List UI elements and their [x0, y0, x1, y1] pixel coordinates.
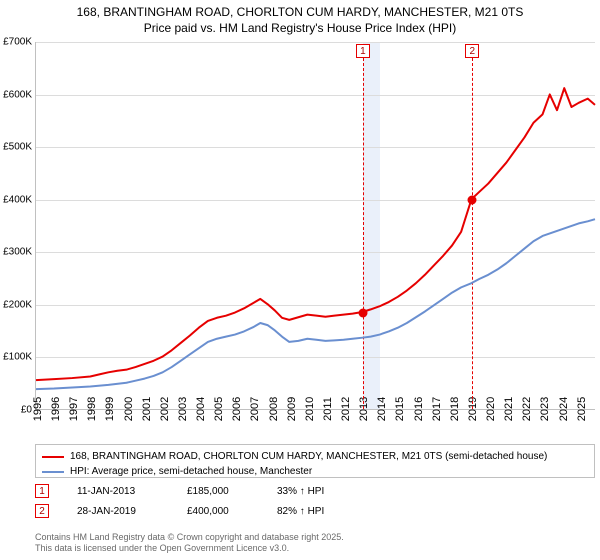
dp-price: £185,000: [187, 486, 267, 497]
y-tick-label: £700K: [3, 37, 36, 48]
legend-swatch: [42, 471, 64, 473]
sale-marker: [468, 195, 477, 204]
dp-pct: 33% ↑ HPI: [277, 486, 324, 497]
y-tick-label: £200K: [3, 299, 36, 310]
datapoint-row: 2 28-JAN-2019 £400,000 82% ↑ HPI: [35, 504, 324, 518]
flag-badge: 2: [35, 504, 49, 518]
flag-badge: 1: [35, 484, 49, 498]
chart-container: 168, BRANTINGHAM ROAD, CHORLTON CUM HARD…: [0, 0, 600, 560]
footer-line2: This data is licensed under the Open Gov…: [35, 543, 289, 553]
y-tick-label: £500K: [3, 142, 36, 153]
footer-text: Contains HM Land Registry data © Crown c…: [35, 532, 344, 555]
legend-label: 168, BRANTINGHAM ROAD, CHORLTON CUM HARD…: [70, 449, 547, 464]
y-tick-label: £100K: [3, 352, 36, 363]
legend-box: 168, BRANTINGHAM ROAD, CHORLTON CUM HARD…: [35, 444, 595, 478]
sale-marker: [358, 308, 367, 317]
y-tick-label: £600K: [3, 89, 36, 100]
series-hpi: [36, 219, 595, 389]
legend-row: 168, BRANTINGHAM ROAD, CHORLTON CUM HARD…: [42, 449, 588, 464]
series-price_paid: [36, 88, 595, 380]
dp-date: 28-JAN-2019: [59, 506, 177, 517]
chart-title: 168, BRANTINGHAM ROAD, CHORLTON CUM HARD…: [0, 0, 600, 36]
datapoint-row: 1 11-JAN-2013 £185,000 33% ↑ HPI: [35, 484, 324, 498]
dp-pct: 82% ↑ HPI: [277, 506, 324, 517]
plot-area: £0£100K£200K£300K£400K£500K£600K£700K199…: [35, 42, 595, 410]
footer-line1: Contains HM Land Registry data © Crown c…: [35, 532, 344, 542]
datapoints-area: 1 11-JAN-2013 £185,000 33% ↑ HPI 2 28-JAN-201…: [35, 484, 324, 524]
legend-row: HPI: Average price, semi-detached house,…: [42, 464, 588, 478]
legend-label: HPI: Average price, semi-detached house,…: [70, 464, 312, 478]
y-tick-label: £300K: [3, 247, 36, 258]
dp-date: 11-JAN-2013: [59, 486, 177, 497]
series-svg: [36, 42, 595, 409]
title-line2: Price paid vs. HM Land Registry's House …: [144, 21, 456, 35]
y-tick-label: £400K: [3, 194, 36, 205]
dp-price: £400,000: [187, 506, 267, 517]
title-line1: 168, BRANTINGHAM ROAD, CHORLTON CUM HARD…: [77, 5, 524, 19]
legend-swatch: [42, 456, 64, 458]
